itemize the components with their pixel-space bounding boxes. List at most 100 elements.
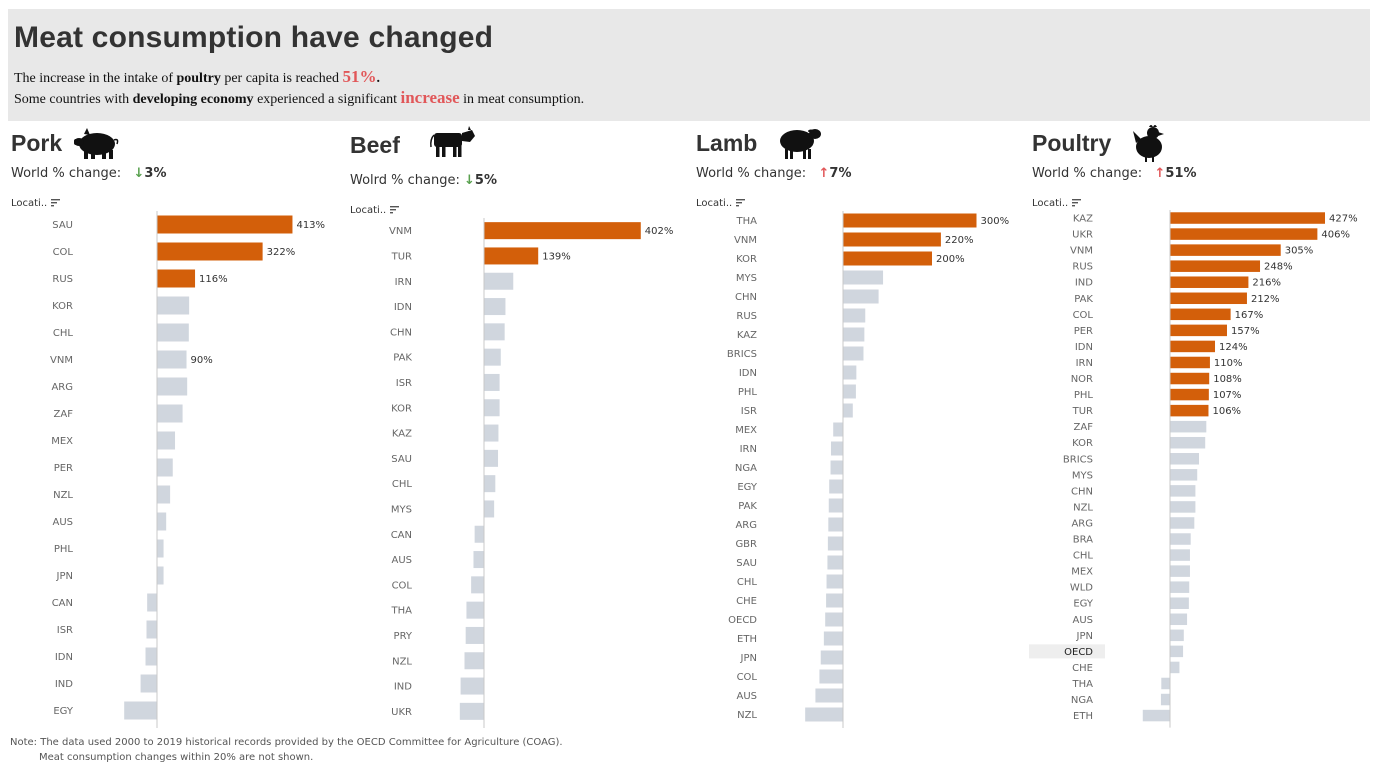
category-label[interactable]: KOR — [52, 301, 73, 312]
category-label[interactable]: PER — [1074, 326, 1093, 337]
bar[interactable] — [157, 269, 196, 288]
category-label[interactable]: THA — [1072, 679, 1094, 690]
bar[interactable] — [484, 500, 495, 518]
bar[interactable] — [825, 612, 843, 627]
bar[interactable] — [1170, 661, 1180, 674]
category-label[interactable]: AUS — [52, 517, 73, 528]
bar[interactable] — [1170, 565, 1190, 577]
category-label[interactable]: RUS — [1072, 262, 1093, 273]
category-label[interactable]: ZAF — [1074, 422, 1094, 433]
location-header[interactable]: Locati.. — [1032, 198, 1082, 209]
category-label[interactable]: CAN — [391, 530, 412, 541]
bar[interactable] — [1170, 436, 1206, 449]
bar[interactable] — [459, 702, 484, 720]
bar[interactable] — [157, 458, 173, 477]
bar[interactable] — [1170, 404, 1209, 417]
category-label[interactable]: ISR — [396, 378, 412, 389]
category-label[interactable]: IDN — [394, 302, 412, 313]
category-label[interactable]: NZL — [737, 710, 757, 721]
bar[interactable] — [843, 365, 857, 380]
category-label[interactable]: NGA — [1071, 695, 1093, 706]
sort-icon[interactable] — [390, 206, 400, 214]
category-label[interactable]: CHL — [392, 479, 413, 490]
bar[interactable] — [157, 539, 164, 558]
location-header[interactable]: Locati.. — [696, 198, 746, 209]
category-label[interactable]: CHL — [53, 328, 74, 339]
bar[interactable] — [157, 431, 176, 450]
bar[interactable] — [1170, 645, 1184, 658]
category-label[interactable]: KOR — [1072, 438, 1093, 449]
category-label[interactable]: SAU — [391, 454, 412, 465]
category-label[interactable]: IND — [1075, 278, 1093, 289]
bar[interactable] — [827, 555, 843, 570]
category-label[interactable]: CHN — [390, 327, 412, 338]
bar[interactable] — [484, 272, 514, 290]
bar[interactable] — [1170, 453, 1200, 465]
bar[interactable] — [1170, 485, 1196, 497]
bar[interactable] — [1170, 629, 1184, 642]
bar[interactable] — [466, 601, 484, 619]
category-label[interactable]: ARG — [51, 382, 73, 393]
bar[interactable] — [157, 566, 164, 585]
category-label[interactable]: PER — [54, 463, 73, 474]
category-label[interactable]: NGA — [735, 463, 757, 474]
category-label[interactable]: GBR — [735, 539, 757, 550]
bar[interactable] — [1170, 469, 1198, 481]
bar[interactable] — [474, 525, 484, 543]
category-label[interactable]: RUS — [736, 311, 757, 322]
bar[interactable] — [471, 576, 484, 594]
category-label[interactable]: KAZ — [392, 429, 412, 440]
bar[interactable] — [1161, 677, 1170, 690]
category-label[interactable]: JPN — [1076, 631, 1093, 642]
bar[interactable] — [843, 346, 864, 361]
category-label[interactable]: NZL — [1073, 502, 1093, 513]
bar[interactable] — [1170, 597, 1189, 609]
bar[interactable] — [1170, 388, 1209, 401]
category-label[interactable]: MEX — [735, 425, 757, 436]
category-label[interactable]: IDN — [739, 368, 757, 379]
category-label[interactable]: BRICS — [727, 349, 757, 360]
category-label[interactable]: BRICS — [1063, 454, 1093, 465]
category-label[interactable]: UKR — [1072, 230, 1093, 241]
bar[interactable] — [1170, 244, 1281, 256]
category-label[interactable]: ARG — [735, 520, 757, 531]
category-label[interactable]: RUS — [52, 274, 73, 285]
bar[interactable] — [1170, 324, 1227, 337]
bar[interactable] — [484, 247, 539, 265]
category-label[interactable]: CHE — [736, 596, 757, 607]
bar[interactable] — [1170, 517, 1195, 529]
bar[interactable] — [473, 551, 484, 569]
category-label[interactable]: SAU — [736, 558, 757, 569]
category-label[interactable]: EGY — [737, 482, 758, 493]
bar[interactable] — [828, 517, 843, 532]
category-label[interactable]: THA — [736, 216, 758, 227]
category-label[interactable]: IRN — [1076, 358, 1093, 369]
bar[interactable] — [1170, 420, 1207, 433]
category-label[interactable]: KOR — [391, 403, 412, 414]
bar[interactable] — [843, 384, 856, 399]
category-label[interactable]: CHL — [1073, 551, 1094, 562]
bar[interactable] — [484, 222, 641, 240]
bar[interactable] — [1170, 372, 1210, 385]
bar[interactable] — [843, 327, 865, 342]
bar[interactable] — [826, 574, 843, 589]
bar[interactable] — [157, 512, 167, 531]
category-label[interactable]: PAK — [393, 353, 412, 364]
category-label[interactable]: PAK — [1074, 294, 1093, 305]
category-label[interactable]: CHE — [1072, 663, 1093, 674]
category-label[interactable]: NZL — [392, 656, 412, 667]
category-label[interactable]: IND — [55, 679, 73, 690]
bar[interactable] — [823, 631, 843, 646]
category-label[interactable]: IDN — [1075, 342, 1093, 353]
category-label[interactable]: NZL — [53, 490, 73, 501]
category-label[interactable]: ISR — [57, 625, 73, 636]
bar[interactable] — [464, 652, 485, 670]
category-label[interactable]: CHN — [1071, 486, 1093, 497]
bar[interactable] — [484, 399, 500, 417]
bar[interactable] — [147, 593, 157, 612]
bar[interactable] — [1142, 709, 1170, 722]
category-label[interactable]: COL — [53, 247, 74, 258]
category-label[interactable]: TUR — [391, 251, 412, 262]
bar[interactable] — [820, 650, 843, 665]
bar[interactable] — [157, 242, 263, 261]
